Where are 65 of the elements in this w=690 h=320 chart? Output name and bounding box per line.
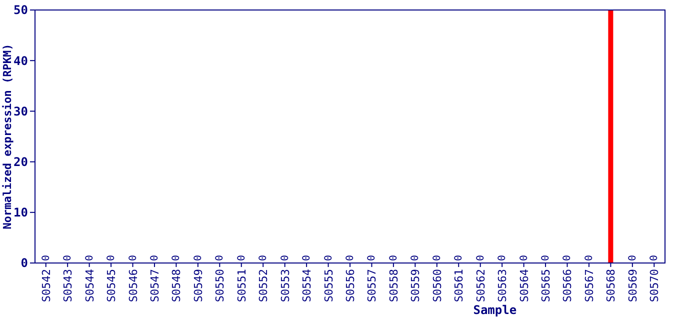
x-tick-label: S0545 <box>105 269 118 302</box>
data-label: 0 <box>192 254 204 261</box>
data-label: 0 <box>518 254 530 261</box>
y-tick-label: 10 <box>14 206 28 220</box>
data-label: 0 <box>236 254 248 261</box>
y-tick-label: 50 <box>14 3 28 18</box>
x-axis-title: Sample <box>473 303 517 317</box>
x-tick-label: S0567 <box>582 269 596 302</box>
x-tick-label: S0556 <box>344 269 357 302</box>
data-label: 0 <box>128 254 139 261</box>
y-tick-label: 0 <box>20 256 28 270</box>
x-tick-label: S0543 <box>62 269 75 302</box>
x-tick-label: S0551 <box>235 269 248 302</box>
x-tick-label: S0565 <box>540 269 553 302</box>
x-tick-label: S0552 <box>257 269 270 302</box>
x-tick-label: S0562 <box>474 269 488 302</box>
x-tick-label: S0566 <box>561 269 574 302</box>
x-tick-label: S0554 <box>300 268 314 302</box>
data-label: 0 <box>454 254 465 261</box>
x-tick-label: S0544 <box>83 268 96 302</box>
y-tick-label: 20 <box>14 155 28 169</box>
y-axis-title: Normalized expression (RPKM) <box>1 44 14 230</box>
x-tick-label: S0548 <box>170 269 184 302</box>
x-tick-label: S0559 <box>409 269 422 302</box>
data-label: 0 <box>149 254 160 261</box>
data-label: 0 <box>497 254 508 261</box>
x-tick-label: S0563 <box>496 269 510 302</box>
data-label: 0 <box>40 254 52 261</box>
data-label: 0 <box>106 254 118 261</box>
data-label: 0 <box>562 254 574 261</box>
x-tick-label: S0568 <box>604 269 618 302</box>
data-label: 0 <box>627 254 638 261</box>
x-tick-label: S0555 <box>322 269 336 302</box>
data-label: 0 <box>62 254 74 261</box>
x-tick-label: S0557 <box>366 269 379 302</box>
x-tick-label: S0547 <box>148 269 162 302</box>
data-label: 0 <box>171 254 182 261</box>
x-tick-label: S0542 <box>40 269 53 302</box>
x-tick-label: S0569 <box>626 269 640 302</box>
x-tick-label: S0558 <box>387 269 400 302</box>
data-label: 0 <box>280 254 291 261</box>
y-tick-label: 30 <box>14 104 28 118</box>
x-tick-label: S0550 <box>214 269 227 302</box>
x-tick-label: S0560 <box>430 269 444 302</box>
y-tick-label: 40 <box>14 54 28 68</box>
data-label: 0 <box>475 254 486 261</box>
data-label: 0 <box>214 254 226 261</box>
x-tick-label: S0549 <box>192 269 205 302</box>
data-label: 0 <box>258 254 270 261</box>
x-tick-label: S0561 <box>452 269 466 302</box>
data-label: 0 <box>410 254 422 261</box>
data-label: 0 <box>432 254 443 261</box>
data-label: 0 <box>302 254 313 261</box>
x-tick-label: S0553 <box>278 269 292 302</box>
data-label: 0 <box>345 254 356 261</box>
data-label: 0 <box>84 254 96 261</box>
data-label: 0 <box>388 254 400 261</box>
x-tick-label: S0546 <box>126 269 140 302</box>
x-tick-label: S0564 <box>518 268 531 302</box>
x-tick-label: S0570 <box>648 269 662 302</box>
data-label: 0 <box>649 254 660 261</box>
data-label: 0 <box>584 254 595 261</box>
data-label: 0 <box>366 254 378 261</box>
data-label: 0 <box>540 254 552 261</box>
data-label: 0 <box>323 254 334 261</box>
